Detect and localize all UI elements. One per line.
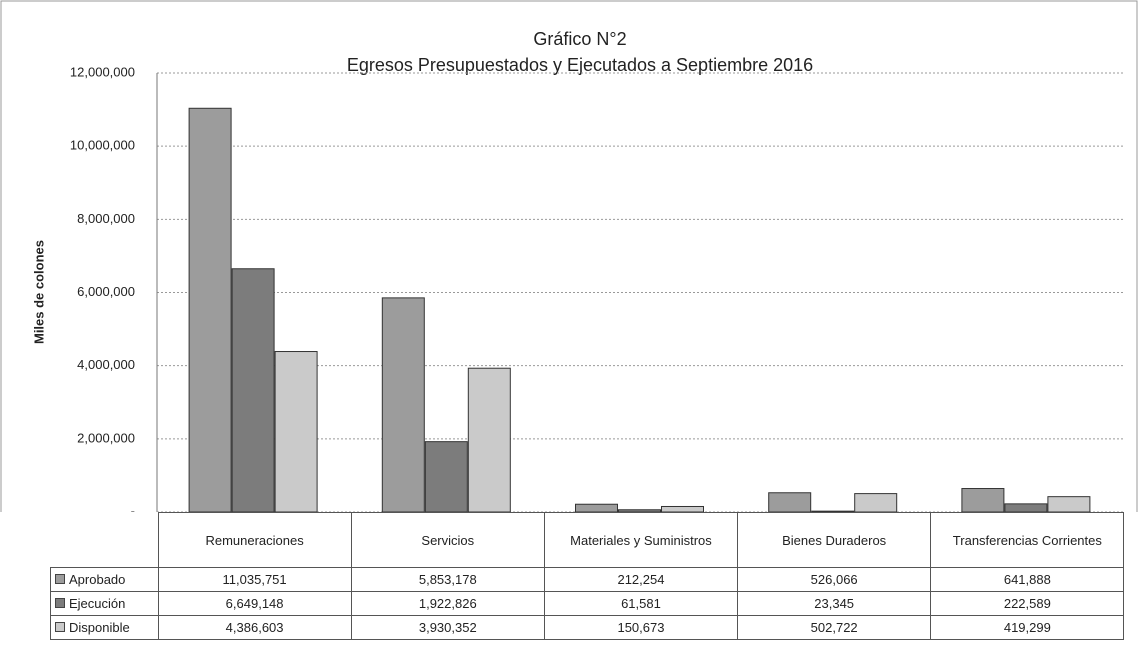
value-cell: 11,035,751 [157,567,352,592]
bar [961,488,1005,512]
bar [661,505,704,512]
bar [768,492,812,512]
value-cell: 212,254 [543,567,739,592]
value-cell: 419,299 [930,615,1125,640]
value-cell: 23,345 [737,591,932,616]
bar [467,367,511,512]
value-cell: 502,722 [737,615,932,640]
category-label: Materiales y Suministros [543,512,739,568]
table-body: Remuneraciones Servicios Materiales y Sumi… [50,512,1125,640]
bar [1047,496,1091,512]
value-cell: 5,853,178 [350,567,545,592]
chart-title: Gráfico N°2 [533,29,626,49]
chart: Gráfico N°2 Egresos Presupuestados y Eje… [0,0,1138,512]
legend-key [55,622,65,632]
legend-label: Ejecución [69,596,126,611]
bar [381,297,425,512]
bar [231,268,275,512]
value-cell: 641,888 [930,567,1125,592]
series-cell: Disponible [50,615,159,640]
legend-key [55,574,65,584]
y-tick-label: 4,000,000 [77,357,135,372]
value-cell: 61,581 [543,591,739,616]
chart-subtitle: Egresos Presupuestados y Ejecutados a Se… [347,55,813,75]
category-label: Transferencias Corrientes [930,512,1125,568]
bar [188,107,232,512]
header-row: Remuneraciones Servicios Materiales y Sumi… [50,512,1125,568]
bar [424,441,468,512]
series-row: Ejecución 6,649,148 1,922,826 61,581 23,345 2… [50,591,1125,616]
y-tick-label: 2,000,000 [77,430,135,445]
value-cell: 6,649,148 [157,591,352,616]
y-tick-label: 12,000,000 [70,64,135,79]
value-cell: 4,386,603 [157,615,352,640]
y-tick-label: 10,000,000 [70,138,135,153]
category-label: Bienes Duraderos [737,512,932,568]
bar [575,503,618,512]
bar [618,509,661,512]
value-cell: 3,930,352 [350,615,545,640]
y-tick-label: 8,000,000 [77,211,135,226]
value-cell: 526,066 [737,567,932,592]
chart-frame [0,0,1138,512]
corner-cell [50,512,159,568]
bar [854,493,898,512]
category-label: Servicios [350,512,545,568]
y-tick-label: 6,000,000 [77,284,135,299]
bar [274,351,318,512]
series-row: Aprobado 11,035,751 5,853,178 212,254 526,06… [50,567,1125,592]
series-cell: Ejecución [50,591,159,616]
series-cell: Aprobado [50,567,159,592]
value-cell: 1,922,826 [350,591,545,616]
series-row: Disponible 4,386,603 3,930,352 150,673 502,7… [50,615,1125,640]
y-axis-label: Miles de colones [31,240,46,344]
legend-key [55,598,65,608]
bar [1004,503,1048,512]
value-cell: 222,589 [930,591,1125,616]
bar [811,510,855,512]
y-tick-label: - [131,503,135,512]
legend-label: Aprobado [69,572,126,587]
value-cell: 150,673 [543,615,739,640]
legend-label: Disponible [69,620,130,635]
category-label: Remuneraciones [157,512,352,568]
data-table: Remuneraciones Servicios Materiales y Sumi… [50,512,1125,640]
